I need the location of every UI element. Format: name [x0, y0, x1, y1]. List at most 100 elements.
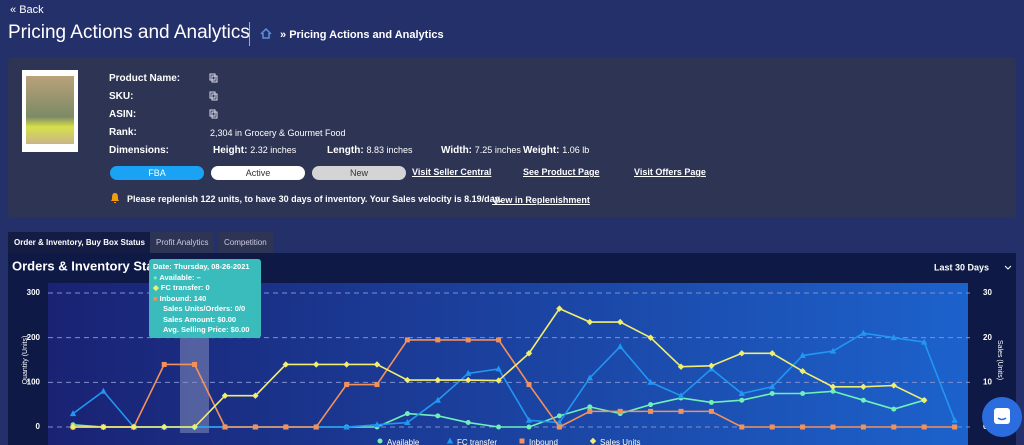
point — [343, 361, 350, 368]
dimension-label: Height: — [213, 145, 248, 156]
home-icon[interactable] — [260, 28, 272, 39]
tooltip-line: ■ Inbound: 140 — [153, 293, 207, 303]
field-label: SKU: — [109, 91, 134, 102]
point — [495, 365, 502, 372]
point — [130, 423, 137, 431]
legend-marker — [519, 438, 525, 444]
point — [221, 392, 229, 399]
dimension-label: Weight: — [523, 145, 560, 156]
series-line — [73, 339, 955, 429]
point — [100, 423, 107, 431]
dimension: Length: 8.83 inches — [327, 145, 412, 156]
legend-marker — [377, 438, 383, 444]
external-link[interactable]: Visit Seller Central — [412, 167, 492, 177]
chat-button[interactable] — [982, 397, 1022, 437]
y-tick-label: 100 — [27, 377, 41, 386]
point — [708, 362, 715, 370]
tooltip-text: Inbound: 140 — [159, 293, 207, 303]
point — [738, 390, 745, 396]
badge[interactable]: FBA — [110, 166, 204, 180]
point — [435, 337, 441, 343]
copy-icons[interactable] — [209, 73, 219, 119]
external-link[interactable]: Visit Offers Page — [634, 167, 706, 177]
legend-label: FC transfer — [457, 438, 497, 445]
point — [465, 376, 472, 384]
divider — [249, 22, 250, 46]
y2-tick-label: 20 — [983, 333, 992, 342]
point — [829, 347, 837, 354]
tab[interactable]: Order & Inventory, Buy Box Status — [8, 232, 151, 253]
point — [525, 350, 533, 357]
tooltip-line: ◆ FC transfer: 0 — [153, 283, 210, 292]
y-tick-label: 0 — [36, 422, 41, 431]
badge[interactable]: New — [312, 166, 406, 180]
point — [161, 423, 168, 431]
tooltip-line: Avg. Selling Price: $0.00 — [163, 325, 250, 334]
point — [587, 408, 593, 414]
point — [648, 408, 654, 414]
dimension-value: 1.06 lb — [562, 145, 590, 155]
point — [465, 369, 472, 376]
point — [617, 318, 624, 326]
point — [891, 406, 897, 412]
tooltip-line: Date: Thursday, 08-26-2021 — [153, 262, 250, 271]
point — [373, 361, 381, 368]
back-text[interactable]: Back — [19, 4, 44, 16]
range-select[interactable]: Last 30 Days — [934, 262, 989, 272]
point — [374, 382, 380, 388]
point — [495, 377, 502, 384]
point — [343, 423, 350, 430]
point — [800, 391, 806, 396]
point — [921, 424, 927, 430]
point — [525, 416, 533, 423]
back-link[interactable]: « Back — [10, 4, 44, 16]
dimension: Width: 7.25 inches — [441, 145, 521, 156]
legend-label: Available — [387, 438, 420, 445]
legend-marker — [589, 437, 597, 445]
dimension-value: 2.32 inches — [250, 145, 297, 155]
point — [648, 402, 654, 408]
dimension-label: Length: — [327, 145, 364, 156]
point — [769, 350, 776, 357]
point — [678, 408, 684, 414]
point — [890, 334, 897, 341]
page-title: Pricing Actions and Analytics — [8, 22, 250, 43]
point — [708, 408, 714, 414]
point — [800, 424, 806, 430]
point — [586, 318, 593, 326]
tooltip-line: ● Available: – — [153, 272, 201, 282]
point — [617, 408, 623, 414]
external-link[interactable]: See Product Page — [523, 167, 600, 177]
point — [829, 383, 837, 390]
point — [465, 420, 471, 426]
tooltip-line: Sales Amount: $0.00 — [163, 314, 237, 324]
point — [404, 337, 410, 343]
product-image — [22, 70, 78, 152]
tab[interactable]: Competition — [218, 232, 273, 253]
point — [404, 419, 411, 426]
dropdown-caret[interactable] — [1004, 265, 1012, 270]
rank-value: 2,304 in Grocery & Gourmet Food — [210, 128, 346, 138]
badge[interactable]: Active — [211, 166, 305, 180]
replenish-link[interactable]: View in Replenishment — [492, 195, 590, 205]
point — [647, 334, 654, 341]
dimension: Height: 2.32 inches — [213, 145, 296, 156]
point — [677, 392, 685, 399]
point — [830, 388, 836, 394]
dimension: Weight: 1.06 lb — [523, 145, 589, 156]
chat-icon[interactable] — [982, 397, 1022, 437]
point — [465, 337, 471, 343]
point — [738, 350, 745, 357]
point — [556, 413, 562, 419]
point — [921, 397, 928, 404]
series-line — [72, 332, 956, 428]
dimension-value: 7.25 inches — [474, 145, 521, 155]
tab[interactable]: Profit Analytics — [150, 232, 215, 253]
point — [496, 424, 502, 430]
point — [860, 383, 867, 390]
point — [222, 424, 228, 430]
point — [69, 423, 77, 431]
tooltip-line: Sales Units/Orders: 0/0 — [163, 304, 246, 313]
